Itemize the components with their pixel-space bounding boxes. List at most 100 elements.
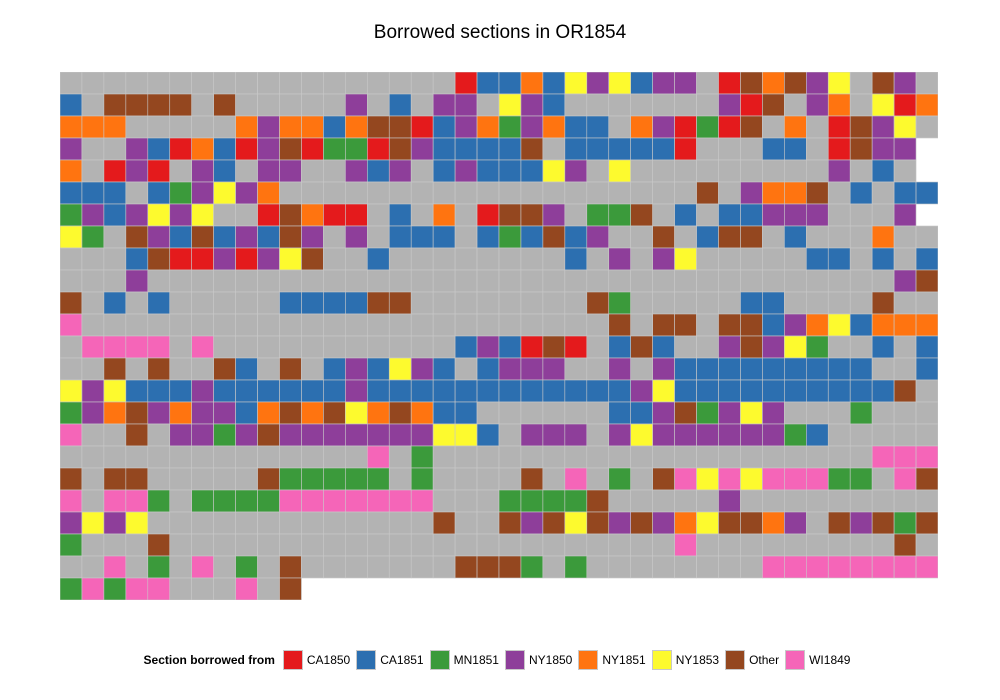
heatmap-cell-none <box>718 137 741 161</box>
heatmap-cell-none <box>476 247 500 271</box>
heatmap-cell-ny1850 <box>125 203 149 227</box>
heatmap-cell-none <box>498 291 522 315</box>
heatmap-cell-other <box>388 291 412 315</box>
legend-item-wi1849: WI1849 <box>785 650 850 670</box>
heatmap-cell-other <box>520 467 544 491</box>
legend-swatch <box>282 650 303 670</box>
heatmap-cell-none <box>235 203 258 227</box>
heatmap-cell-ny1851 <box>191 137 214 161</box>
heatmap-cell-none <box>81 159 105 183</box>
heatmap-cell-mn1851 <box>827 467 851 491</box>
heatmap-cell-none <box>301 181 324 205</box>
heatmap-cell-none <box>630 467 653 491</box>
heatmap-cell-ny1850 <box>345 159 368 183</box>
heatmap-cell-ca1851 <box>213 159 236 183</box>
heatmap-cell-wi1849 <box>191 555 214 579</box>
heatmap-cell-wi1849 <box>103 555 127 579</box>
heatmap-cell-none <box>279 313 302 337</box>
heatmap-cell-ny1851 <box>476 115 500 139</box>
heatmap-cell-other <box>388 115 412 139</box>
heatmap-cell-ny1850 <box>784 203 807 227</box>
heatmap-cell-none <box>805 489 829 513</box>
heatmap-cell-ny1850 <box>586 72 610 95</box>
heatmap-cell-none <box>366 313 390 337</box>
heatmap-cell-none <box>564 401 588 425</box>
heatmap-cell-ca1850 <box>520 335 544 359</box>
heatmap-cell-ny1853 <box>125 511 149 535</box>
heatmap-cell-ny1850 <box>410 137 434 161</box>
heatmap-cell-none <box>191 269 214 293</box>
heatmap-cell-none <box>213 533 236 557</box>
heatmap-cell-none <box>740 269 763 293</box>
heatmap-cell-ny1851 <box>762 511 785 535</box>
heatmap-cell-none <box>740 137 763 161</box>
heatmap-cell-none <box>235 72 258 95</box>
heatmap-cell-none <box>740 247 763 271</box>
heatmap-cell-none <box>191 115 214 139</box>
heatmap-cell-none <box>454 357 478 381</box>
heatmap-cell-other <box>279 357 302 381</box>
heatmap-cell-ca1851 <box>323 291 346 315</box>
heatmap-cell-ca1851 <box>476 225 500 249</box>
heatmap-cell-wi1849 <box>674 533 697 557</box>
heatmap-cell-mn1851 <box>564 489 588 513</box>
heatmap-cell-wi1849 <box>718 467 741 491</box>
heatmap-cell-none <box>213 511 236 535</box>
heatmap-cell-ny1851 <box>279 115 302 139</box>
heatmap-cell-none <box>871 467 895 491</box>
legend-label: NY1851 <box>602 653 646 667</box>
heatmap-cell-ca1851 <box>740 357 763 381</box>
heatmap-cell-none <box>476 511 500 535</box>
heatmap-cell-none <box>125 555 149 579</box>
heatmap-cell-none <box>586 335 610 359</box>
heatmap-cell-ny1850 <box>323 423 346 447</box>
heatmap-cell-wi1849 <box>784 555 807 579</box>
heatmap-cell-none <box>893 247 917 271</box>
heatmap-cell-ca1851 <box>323 357 346 381</box>
heatmap-cell-none <box>827 489 851 513</box>
heatmap-cell-wi1849 <box>60 489 83 513</box>
heatmap-cell-none <box>169 489 193 513</box>
heatmap-cell-none <box>542 247 566 271</box>
heatmap-cell-ny1853 <box>542 159 566 183</box>
heatmap-cell-none <box>827 335 851 359</box>
heatmap-cell-mn1851 <box>784 423 807 447</box>
heatmap-cell-none <box>279 181 302 205</box>
heatmap-cell-none <box>81 93 105 117</box>
heatmap-cell-ny1850 <box>345 379 368 403</box>
heatmap-cell-other <box>718 225 741 249</box>
heatmap-cell-ny1851 <box>81 115 105 139</box>
heatmap-cell-ca1851 <box>564 115 588 139</box>
legend-item-ca1850: CA1850 <box>282 650 350 670</box>
heatmap-cell-none <box>125 72 149 95</box>
heatmap-cell-ca1851 <box>564 247 588 271</box>
heatmap-cell-none <box>301 269 324 293</box>
heatmap-cell-mn1851 <box>323 467 346 491</box>
heatmap-cell-none <box>805 115 829 139</box>
heatmap-cell-ny1850 <box>805 203 829 227</box>
heatmap-cell-none <box>345 511 368 535</box>
heatmap-cell-none <box>169 555 193 579</box>
heatmap-cell-other <box>476 555 500 579</box>
heatmap-cell-none <box>125 313 149 337</box>
heatmap-cell-ny1851 <box>257 401 280 425</box>
heatmap-cell-ny1850 <box>564 423 588 447</box>
heatmap-cell-other <box>279 225 302 249</box>
heatmap-cell-other <box>147 357 171 381</box>
heatmap-cell-none <box>542 137 566 161</box>
legend-item-ny1851: NY1851 <box>578 650 646 670</box>
heatmap-cell-ca1851 <box>520 225 544 249</box>
heatmap-cell-none <box>476 269 500 293</box>
heatmap-cell-ca1851 <box>893 181 917 205</box>
heatmap-cell-other <box>169 93 193 117</box>
heatmap-cell-none <box>805 401 829 425</box>
heatmap-cell-ca1850 <box>366 137 390 161</box>
heatmap-cell-none <box>827 423 851 447</box>
heatmap-cell-ny1851 <box>432 203 456 227</box>
heatmap-cell-none <box>630 313 653 337</box>
heatmap-cell-wi1849 <box>893 467 917 491</box>
heatmap-cell-other <box>586 489 610 513</box>
heatmap-cell-none <box>586 313 610 337</box>
heatmap-cell-none <box>169 115 193 139</box>
heatmap-cell-mn1851 <box>608 467 632 491</box>
